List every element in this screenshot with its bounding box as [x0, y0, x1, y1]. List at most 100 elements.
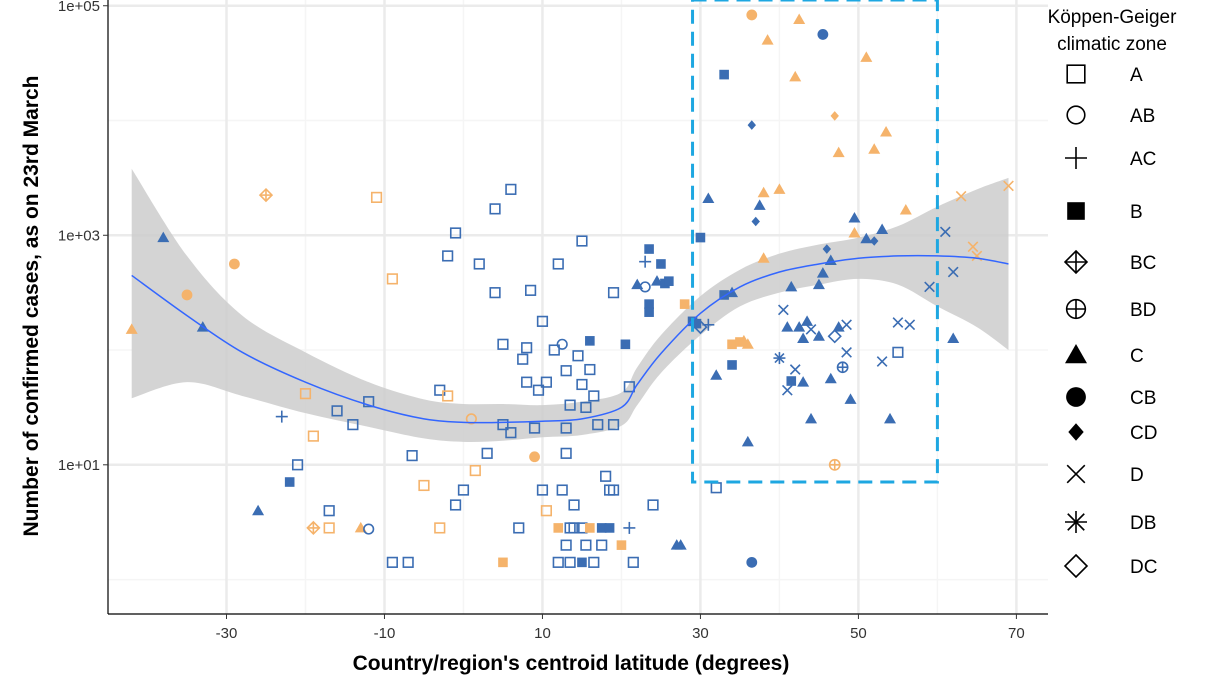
- data-point: [592, 419, 604, 431]
- data-point: [536, 315, 549, 327]
- data-point: [505, 427, 517, 439]
- data-point: [841, 346, 852, 358]
- data-point: [702, 318, 715, 331]
- data-point: [434, 384, 446, 396]
- data-point: [827, 329, 842, 344]
- data-point: [363, 523, 375, 535]
- data-point: [695, 232, 706, 243]
- data-point: [719, 290, 729, 300]
- data-point: [904, 319, 916, 331]
- data-point: [627, 556, 639, 568]
- data-point: [947, 266, 959, 278]
- highlight-region: [691, 0, 939, 484]
- x-tick-label: -10: [374, 625, 396, 642]
- data-point: [457, 484, 470, 496]
- legend-entry-ac: AC: [1065, 147, 1156, 170]
- data-point: [781, 321, 794, 332]
- data-point: [817, 29, 829, 40]
- data-point: [797, 376, 810, 387]
- y-tick-label: 1e+05: [58, 0, 100, 15]
- data-point: [828, 458, 841, 471]
- data-point: [727, 360, 737, 370]
- data-point: [529, 451, 540, 463]
- data-point: [442, 250, 454, 262]
- data-point: [607, 484, 620, 496]
- legend-label: AC: [1130, 149, 1156, 170]
- data-point: [644, 244, 654, 254]
- legend-label: C: [1130, 346, 1144, 367]
- data-point: [785, 280, 798, 292]
- data-point: [505, 183, 517, 195]
- legend-entry-ab: AB: [1066, 105, 1155, 127]
- data-point: [691, 318, 702, 329]
- data-point: [553, 523, 564, 533]
- data-point: [181, 289, 193, 301]
- data-point: [751, 216, 760, 227]
- legend-label: D: [1130, 465, 1144, 486]
- legend-entry-dc: DC: [1063, 553, 1157, 579]
- data-point: [552, 258, 564, 270]
- data-point: [778, 304, 789, 316]
- data-point: [498, 557, 508, 568]
- x-axis-title: Country/region's centroid latitude (degr…: [353, 652, 790, 675]
- data-point: [323, 522, 335, 534]
- data-point: [674, 539, 687, 550]
- data-point: [548, 344, 560, 356]
- data-point: [580, 539, 592, 551]
- data-point: [556, 484, 568, 496]
- data-point: [939, 226, 951, 238]
- data-point: [781, 384, 793, 396]
- data-point: [719, 69, 729, 80]
- data-point: [585, 523, 595, 533]
- data-point: [892, 346, 904, 358]
- legend-entry-bd: BD: [1065, 298, 1156, 321]
- data-point: [773, 352, 786, 365]
- data-point: [639, 281, 651, 293]
- legend-label: CD: [1130, 423, 1157, 444]
- data-point: [679, 299, 690, 309]
- data-point: [757, 186, 770, 198]
- data-point: [746, 9, 758, 21]
- data-point: [868, 143, 881, 154]
- data-point: [604, 523, 615, 533]
- legend-label: BC: [1130, 253, 1156, 274]
- data-point: [306, 520, 321, 536]
- data-point: [596, 539, 608, 551]
- legend-label: BD: [1130, 300, 1156, 321]
- data-point: [702, 192, 715, 204]
- data-point: [656, 259, 666, 269]
- y-axis-title: Number of confirmed cases, as on 23rd Ma…: [20, 76, 43, 537]
- data-point: [836, 361, 849, 374]
- legend-entry-cb: CB: [1066, 387, 1156, 409]
- data-point: [347, 419, 359, 431]
- data-point: [577, 557, 587, 568]
- data-point: [584, 363, 596, 376]
- data-point: [386, 556, 398, 568]
- legend-entry-b: B: [1067, 202, 1143, 223]
- data-point: [1003, 180, 1014, 192]
- data-point: [434, 522, 446, 534]
- x-tick-label: 50: [850, 625, 867, 642]
- data-point: [789, 364, 801, 375]
- data-point: [560, 365, 572, 377]
- data-point: [616, 540, 627, 550]
- data-point: [521, 376, 533, 388]
- data-point: [489, 203, 501, 215]
- data-point: [607, 287, 620, 299]
- data-point: [370, 191, 383, 203]
- legend-key-diamond-filled-icon: [1068, 423, 1084, 441]
- data-point: [967, 241, 979, 253]
- data-point: [585, 336, 595, 346]
- data-point: [228, 258, 240, 270]
- data-point: [805, 324, 817, 335]
- data-point: [830, 111, 839, 121]
- data-point: [757, 252, 770, 263]
- data-point: [588, 556, 600, 568]
- data-point: [753, 199, 766, 210]
- data-point: [741, 435, 754, 447]
- data-points: [125, 9, 1014, 568]
- legend-key-triangle-filled-icon: [1065, 344, 1087, 364]
- data-point: [747, 120, 756, 130]
- legend-entry-cd: CD: [1068, 423, 1157, 444]
